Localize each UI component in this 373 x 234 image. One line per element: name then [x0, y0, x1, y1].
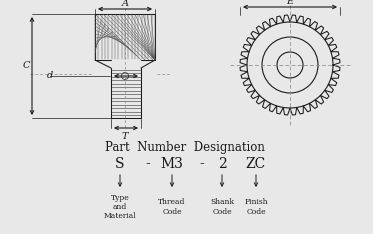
Text: E: E — [286, 0, 294, 6]
Text: S: S — [115, 157, 125, 171]
Text: A: A — [122, 0, 129, 8]
Text: -: - — [200, 157, 204, 171]
Text: ZC: ZC — [246, 157, 266, 171]
Text: Part  Number  Designation: Part Number Designation — [105, 142, 265, 154]
Text: Shank
Code: Shank Code — [210, 198, 234, 216]
Text: Type
and
Material: Type and Material — [104, 194, 136, 220]
Text: 2: 2 — [217, 157, 226, 171]
Text: T: T — [122, 132, 128, 141]
Text: M3: M3 — [160, 157, 184, 171]
Text: -: - — [145, 157, 150, 171]
Text: d: d — [47, 72, 53, 80]
Text: C: C — [22, 62, 30, 70]
Text: Thread
Code: Thread Code — [158, 198, 186, 216]
Text: Finish
Code: Finish Code — [244, 198, 268, 216]
